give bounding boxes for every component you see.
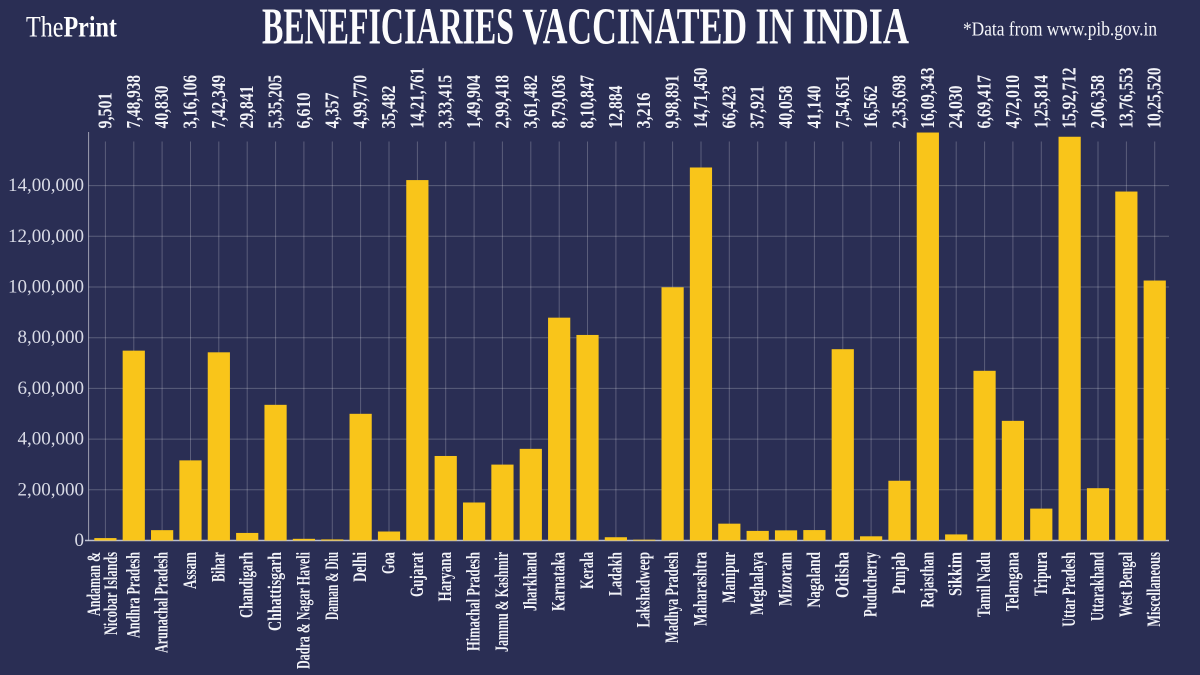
svg-text:8,79,036: 8,79,036	[548, 75, 570, 129]
svg-text:2,99,418: 2,99,418	[491, 75, 513, 129]
svg-text:Delhi: Delhi	[350, 552, 371, 582]
svg-text:INDIA: INDIA	[803, 0, 910, 56]
svg-text:Mizoram: Mizoram	[776, 552, 797, 606]
svg-text:Haryana: Haryana	[435, 552, 456, 602]
svg-text:12,884: 12,884	[605, 86, 627, 129]
svg-text:Madhya Pradesh: Madhya Pradesh	[662, 552, 683, 643]
svg-text:8,10,847: 8,10,847	[577, 75, 599, 129]
svg-text:Ladakh: Ladakh	[605, 552, 626, 596]
svg-text:Maharashtra: Maharashtra	[691, 552, 712, 626]
svg-text:Jammu & Kashmir: Jammu & Kashmir	[492, 552, 513, 652]
svg-text:3,33,415: 3,33,415	[435, 75, 457, 129]
svg-text:10,00,000: 10,00,000	[8, 277, 84, 298]
svg-text:Daman & Diu: Daman & Diu	[322, 552, 343, 620]
svg-text:Lakshadweep: Lakshadweep	[634, 552, 655, 628]
svg-text:9,501: 9,501	[94, 93, 116, 129]
svg-text:Odisha: Odisha	[832, 552, 853, 598]
svg-text:Assam: Assam	[180, 552, 201, 589]
svg-text:12,00,000: 12,00,000	[8, 226, 84, 247]
svg-text:Tripura: Tripura	[1031, 552, 1052, 596]
svg-text:29,841: 29,841	[236, 86, 258, 129]
svg-text:Rajasthan: Rajasthan	[917, 552, 938, 608]
svg-text:Sikkim: Sikkim	[946, 552, 967, 596]
svg-text:7,48,938: 7,48,938	[123, 75, 145, 129]
svg-text:Bihar: Bihar	[208, 552, 229, 582]
svg-text:4,357: 4,357	[321, 93, 343, 129]
svg-text:13,76,553: 13,76,553	[1115, 68, 1137, 129]
svg-text:3,61,482: 3,61,482	[520, 75, 542, 129]
svg-text:40,058: 40,058	[775, 86, 797, 129]
svg-text:Manipur: Manipur	[719, 552, 740, 603]
svg-text:6,610: 6,610	[293, 93, 315, 129]
svg-text:3,16,106: 3,16,106	[180, 75, 202, 129]
svg-text:6,00,000: 6,00,000	[18, 378, 85, 399]
svg-text:Punjab: Punjab	[889, 552, 910, 594]
svg-text:Nicobar Islands: Nicobar Islands	[101, 552, 122, 635]
svg-text:Andaman &: Andaman &	[84, 552, 105, 616]
svg-text:16,09,343: 16,09,343	[917, 68, 939, 129]
svg-text:10,25,520: 10,25,520	[1144, 68, 1166, 129]
svg-text:9,98,891: 9,98,891	[662, 75, 684, 129]
svg-text:Meghalaya: Meghalaya	[747, 552, 768, 615]
svg-text:4,99,770: 4,99,770	[350, 75, 372, 129]
svg-text:16,562: 16,562	[860, 86, 882, 129]
svg-text:1,25,814: 1,25,814	[1030, 75, 1052, 129]
svg-text:West Bengal: West Bengal	[1116, 552, 1137, 617]
svg-text:Nagaland: Nagaland	[804, 552, 825, 608]
svg-text:5,35,205: 5,35,205	[265, 75, 287, 129]
svg-text:Jharkhand: Jharkhand	[520, 552, 541, 611]
svg-text:14,00,000: 14,00,000	[8, 175, 84, 196]
svg-text:1,49,904: 1,49,904	[463, 75, 485, 129]
svg-text:14,21,761: 14,21,761	[406, 68, 428, 129]
svg-text:Goa: Goa	[379, 552, 400, 574]
svg-text:BENEFICIARIES: BENEFICIARIES	[262, 0, 514, 56]
svg-text:15,92,712: 15,92,712	[1059, 68, 1081, 129]
svg-text:37,921: 37,921	[747, 86, 769, 129]
svg-text:2,35,698: 2,35,698	[889, 75, 911, 129]
svg-text:Chhattisgarh: Chhattisgarh	[265, 552, 286, 631]
svg-text:VACCINATED: VACCINATED	[523, 0, 748, 56]
svg-text:Arunachal Pradesh: Arunachal Pradesh	[152, 552, 173, 653]
svg-text:8,00,000: 8,00,000	[18, 327, 85, 348]
svg-text:24,030: 24,030	[945, 86, 967, 129]
svg-text:40,830: 40,830	[151, 86, 173, 129]
svg-text:35,482: 35,482	[378, 86, 400, 129]
svg-text:Telangana: Telangana	[1002, 552, 1023, 612]
svg-text:Uttarakhand: Uttarakhand	[1088, 552, 1109, 621]
svg-text:Himachal Pradesh: Himachal Pradesh	[464, 552, 485, 651]
svg-text:6,69,417: 6,69,417	[974, 75, 996, 129]
svg-text:*Data from www.pib.gov.in: *Data from www.pib.gov.in	[963, 20, 1157, 41]
svg-text:7,42,349: 7,42,349	[208, 75, 230, 129]
svg-text:Andhra Pradesh: Andhra Pradesh	[123, 552, 144, 638]
svg-text:7,54,651: 7,54,651	[832, 75, 854, 129]
svg-text:IN: IN	[756, 0, 795, 56]
svg-text:Dadra & Nagar Haveli: Dadra & Nagar Haveli	[293, 552, 314, 669]
svg-text:2,06,358: 2,06,358	[1087, 75, 1109, 129]
svg-text:ThePrint: ThePrint	[26, 10, 117, 43]
svg-text:2,00,000: 2,00,000	[18, 479, 85, 500]
svg-text:Miscellaneous: Miscellaneous	[1144, 552, 1165, 627]
svg-text:Chandigarh: Chandigarh	[237, 552, 258, 618]
svg-text:Uttar Pradesh: Uttar Pradesh	[1059, 552, 1080, 627]
svg-text:3,216: 3,216	[633, 93, 655, 129]
svg-text:Karnataka: Karnataka	[549, 552, 570, 611]
svg-text:66,423: 66,423	[718, 86, 740, 129]
svg-text:Kerala: Kerala	[577, 552, 598, 589]
svg-text:Puducherry: Puducherry	[861, 552, 882, 617]
svg-text:14,71,450: 14,71,450	[690, 68, 712, 129]
svg-text:4,00,000: 4,00,000	[18, 429, 85, 450]
svg-text:0: 0	[75, 530, 85, 551]
svg-text:4,72,010: 4,72,010	[1002, 75, 1024, 129]
svg-text:Gujarat: Gujarat	[407, 552, 428, 597]
svg-text:Tamil Nadu: Tamil Nadu	[974, 552, 995, 617]
svg-text:41,140: 41,140	[803, 86, 825, 129]
